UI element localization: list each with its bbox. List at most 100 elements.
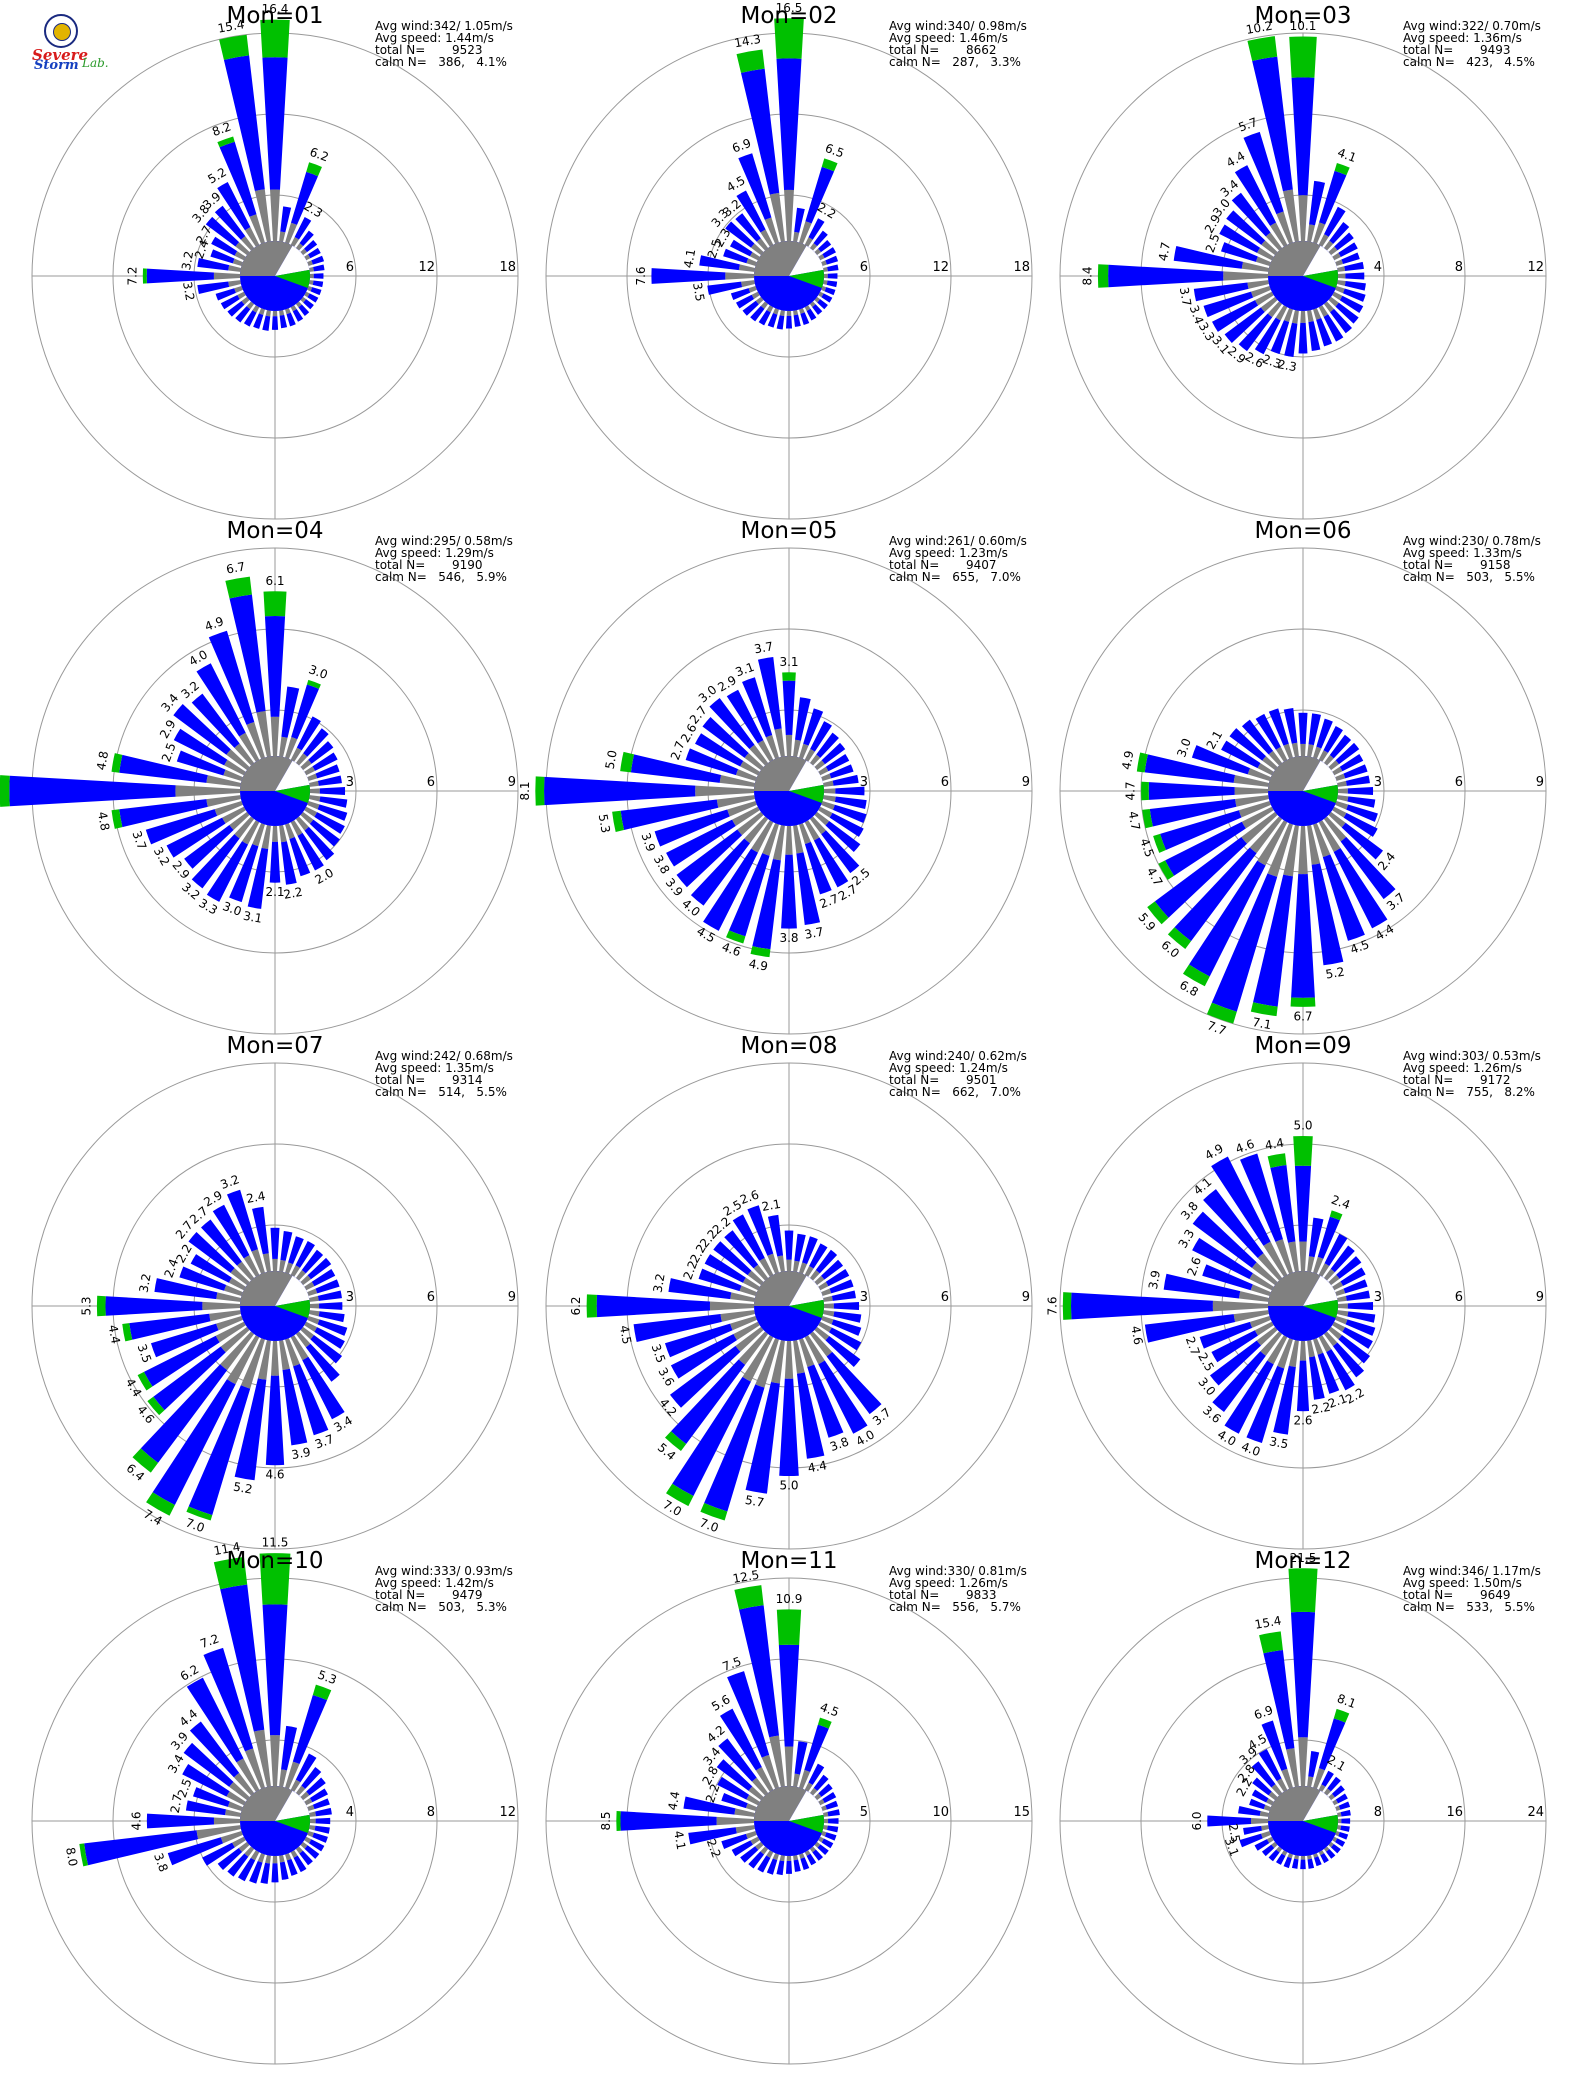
bar-gray-segment <box>202 1301 241 1311</box>
avg-speed-stat: Avg speed: 1.26m/s <box>889 1576 1008 1590</box>
ring-tick-label: 4 <box>346 1805 354 1820</box>
bar-gray-segment <box>823 1310 835 1317</box>
bar-blue-segment <box>311 255 325 265</box>
bar-gray-segment <box>1335 1831 1340 1837</box>
bar-blue-segment <box>318 1311 345 1323</box>
bar-gray-segment <box>777 1255 785 1272</box>
bar-gray-segment <box>251 1249 265 1274</box>
windrose-svg: 6 12 1816.514.36.56.94.53.23.32.32.54.17.6… <box>545 1 1033 520</box>
bar-gray-segment <box>1332 766 1343 776</box>
bar-blue-segment <box>827 264 839 272</box>
bar-blue-segment <box>288 1236 304 1265</box>
bar-gray-segment <box>735 769 757 781</box>
bar-gray-segment <box>262 1253 271 1272</box>
bar-gray-segment <box>1255 256 1271 266</box>
bar-gray-segment <box>821 801 835 810</box>
panel-title: Mon=07 <box>226 1033 323 1059</box>
bar-blue-segment <box>1163 1273 1241 1299</box>
bar-blue-segment <box>197 281 230 294</box>
ring-tick-label: 9 <box>508 775 516 790</box>
bar-green-segment <box>306 162 322 177</box>
bar-gray-segment <box>804 748 815 762</box>
bar-gray-segment <box>799 823 811 845</box>
bar-gray-segment <box>742 1335 774 1382</box>
bar-gray-segment <box>757 740 774 762</box>
calm-n-stat: calm N= 503, 5.3% <box>375 1600 507 1614</box>
bar-blue-segment <box>824 287 836 296</box>
bar-blue-segment <box>1243 1825 1263 1835</box>
bar-blue-segment <box>825 1800 839 1810</box>
bar-blue-segment <box>307 1257 332 1280</box>
bar-gray-segment <box>804 237 813 247</box>
bar-gray-segment <box>236 1758 260 1792</box>
bar-gray-segment <box>1277 1338 1293 1369</box>
bar-value-label: 16.5 <box>776 1 803 15</box>
bar-green-segment <box>620 751 635 773</box>
bar-gray-segment <box>818 1321 832 1333</box>
ring-tick-label: 9 <box>508 1290 516 1305</box>
bar-blue-segment <box>1240 1153 1283 1242</box>
bar-gray-segment <box>784 189 794 242</box>
bar-value-label: 6.7 <box>225 559 246 576</box>
bar-gray-segment <box>720 1310 755 1322</box>
bar-blue-segment <box>651 268 726 284</box>
bar-green-segment <box>1288 1568 1318 1613</box>
bar-blue-segment <box>725 221 755 248</box>
bar-gray-segment <box>225 1809 241 1817</box>
bar-value-label: 7.1 <box>1251 1015 1272 1032</box>
bar-value-label: 3.8 <box>828 1434 851 1454</box>
bar-blue-segment <box>719 1708 762 1771</box>
bar-blue-segment <box>699 255 740 271</box>
bar-blue-segment <box>1343 812 1378 837</box>
bar-blue-segment <box>1220 242 1258 262</box>
bar-blue-segment <box>807 1364 844 1438</box>
bar-green-segment <box>259 1553 291 1605</box>
bar-gray-segment <box>232 258 243 266</box>
bar-gray-segment <box>818 1836 824 1843</box>
bar-gray-segment <box>257 1853 265 1863</box>
logo-word-severe: Severe <box>32 46 89 64</box>
bar-gray-segment <box>1313 823 1331 858</box>
bar-value-label: 2.7 <box>668 739 688 762</box>
bar-gray-segment <box>751 820 774 853</box>
bar-value-label: 2.5 <box>159 741 179 764</box>
bar-gray-segment <box>804 1850 811 1856</box>
bar-gray-segment <box>1328 760 1339 771</box>
bar-value-label: 8.2 <box>210 119 233 139</box>
bar-gray-segment <box>1298 825 1308 875</box>
calm-n-stat: calm N= 755, 8.2% <box>1403 1085 1535 1099</box>
bar-blue-segment <box>298 304 310 316</box>
bar-blue-segment <box>217 1848 243 1871</box>
bar-gray-segment <box>785 825 793 855</box>
bar-gray-segment <box>749 744 769 766</box>
bar-blue-segment <box>1203 291 1254 318</box>
bar-gray-segment <box>1300 743 1306 757</box>
bar-gray-segment <box>821 1316 834 1325</box>
bar-blue-segment <box>1298 322 1308 354</box>
bar-gray-segment <box>244 227 260 247</box>
bar-blue-segment <box>1335 1793 1348 1804</box>
bar-gray-segment <box>265 1855 271 1864</box>
bar-blue-segment <box>796 852 821 925</box>
bar-gray-segment <box>1238 801 1271 818</box>
bar-gray-segment <box>1313 1768 1325 1789</box>
bar-blue-segment <box>191 693 240 748</box>
bar-value-label: 7.6 <box>1045 1296 1059 1315</box>
bar-gray-segment <box>745 1803 757 1811</box>
bar-gray-segment <box>300 1841 308 1849</box>
bar-gray-segment <box>228 1277 246 1291</box>
bar-blue-segment <box>260 1862 270 1884</box>
avg-wind-stat: Avg wind:230/ 0.78m/s <box>1403 534 1541 548</box>
bar-blue-segment <box>318 1302 343 1310</box>
bar-blue-segment <box>1340 1825 1350 1832</box>
bar-value-label: 5.0 <box>1293 1119 1312 1133</box>
panel-title: Mon=06 <box>1254 518 1351 544</box>
bar-green-segment <box>776 1609 802 1646</box>
bar-gray-segment <box>309 780 319 787</box>
bar-gray-segment <box>755 1338 779 1388</box>
bar-gray-segment <box>300 1275 311 1286</box>
bar-blue-segment <box>1261 1720 1288 1771</box>
bar-gray-segment <box>760 1846 769 1855</box>
logo-word-storm: Storm <box>34 58 79 73</box>
bar-value-label: 3.2 <box>137 1272 154 1293</box>
